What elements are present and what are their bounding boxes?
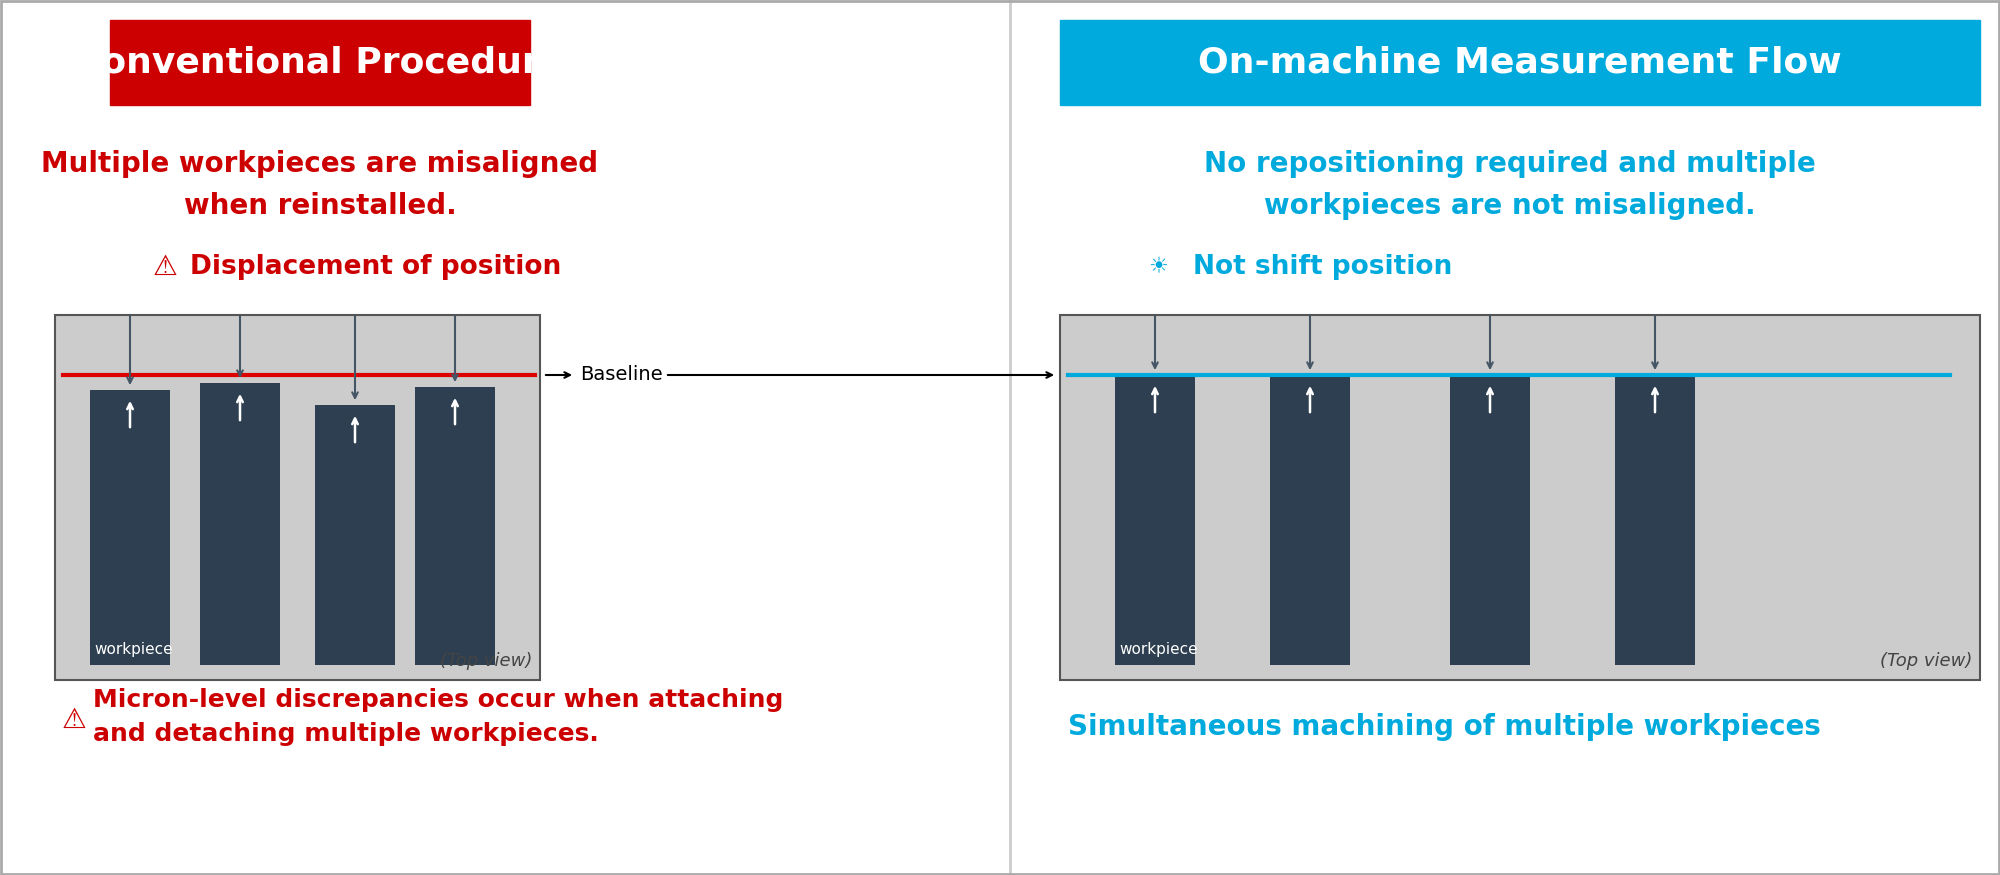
Text: Conventional Procedure: Conventional Procedure [76, 46, 564, 80]
Text: ☀: ☀ [1148, 257, 1168, 277]
Text: No repositioning required and multiple
workpieces are not misaligned.: No repositioning required and multiple w… [1204, 150, 1816, 220]
Text: Baseline: Baseline [580, 366, 662, 384]
Text: Multiple workpieces are misaligned
when reinstalled.: Multiple workpieces are misaligned when … [42, 150, 598, 220]
Text: Micron-level discrepancies occur when attaching
and detaching multiple workpiece: Micron-level discrepancies occur when at… [92, 689, 784, 746]
Text: workpiece: workpiece [94, 642, 172, 657]
Bar [56, 315, 540, 680]
Text: ⚠: ⚠ [62, 706, 86, 734]
Text: workpiece: workpiece [1120, 642, 1198, 657]
Bar [1450, 375, 1530, 665]
Text: On-machine Measurement Flow: On-machine Measurement Flow [1198, 46, 1842, 80]
Bar [200, 383, 280, 665]
Bar [1060, 20, 1980, 105]
Bar [110, 20, 530, 105]
Bar [1616, 375, 1696, 665]
Bar [1270, 375, 1350, 665]
Text: Not shift position: Not shift position [1192, 254, 1452, 280]
Bar [90, 390, 170, 665]
Text: (Top view): (Top view) [1880, 652, 1972, 670]
Text: (Top view): (Top view) [440, 652, 532, 670]
Bar [1116, 375, 1196, 665]
Bar [316, 405, 396, 665]
Text: ⚠: ⚠ [152, 253, 178, 281]
Bar [416, 387, 496, 665]
Bar [1060, 315, 1980, 680]
Text: Simultaneous machining of multiple workpieces: Simultaneous machining of multiple workp… [1068, 713, 1820, 741]
Text: Displacement of position: Displacement of position [190, 254, 562, 280]
